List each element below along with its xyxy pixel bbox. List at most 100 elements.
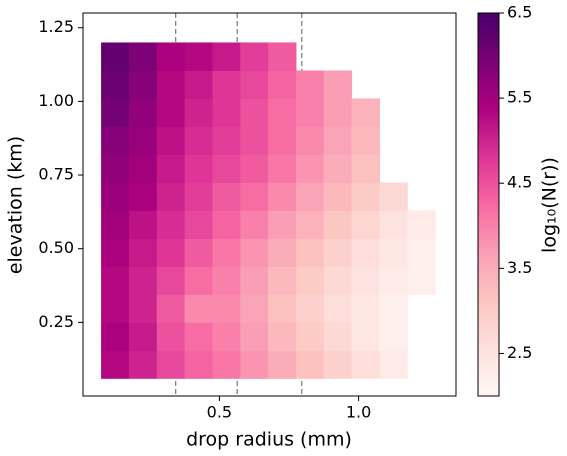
heatmap-cell <box>379 322 408 351</box>
heatmap-cell <box>128 238 158 267</box>
heatmap-cell <box>351 322 380 351</box>
heatmap-cell <box>295 154 325 183</box>
heatmap-cell <box>128 98 158 127</box>
heatmap-cell <box>268 126 297 155</box>
heatmap-cell <box>379 182 408 211</box>
heatmap-cell <box>295 294 325 323</box>
colorbar-tick-label: 6.5 <box>507 3 532 22</box>
colorbar-tick-label: 2.5 <box>507 343 532 362</box>
heatmap-cell <box>156 98 186 127</box>
heatmap-cell <box>407 238 436 267</box>
heatmap-cell <box>268 266 297 295</box>
heatmap-cell <box>101 294 130 323</box>
heatmap-cell <box>101 70 130 99</box>
heatmap-cell <box>184 154 213 183</box>
heatmap-cell <box>351 126 380 155</box>
heatmap-cell <box>156 126 186 155</box>
heatmap-cell <box>351 294 380 323</box>
colorbar-tick-label: 3.5 <box>507 258 532 277</box>
heatmap-cell <box>295 238 325 267</box>
y-tick-label: 0.50 <box>38 238 74 257</box>
heatmap-cell <box>268 42 297 71</box>
heatmap-cell <box>295 266 325 295</box>
y-axis-label: elevation (km) <box>5 136 27 274</box>
heatmap-cell <box>323 266 353 295</box>
heatmap-cell <box>268 238 297 267</box>
heatmap-cell <box>128 182 158 211</box>
heatmap-cell <box>351 182 380 211</box>
heatmap-cell <box>184 210 213 239</box>
heatmap-cell <box>379 238 408 267</box>
heatmap-cell <box>351 210 380 239</box>
heatmap-cell <box>156 238 186 267</box>
heatmap-cell <box>184 238 213 267</box>
heatmap-cell <box>156 266 186 295</box>
heatmap-cell <box>128 350 158 379</box>
heatmap-cell <box>323 294 353 323</box>
heatmap-cell <box>295 210 325 239</box>
heatmap-cell <box>323 126 353 155</box>
heatmap-cell <box>295 70 325 99</box>
heatmap-cell <box>240 350 269 379</box>
heatmap-cell <box>101 154 130 183</box>
heatmap-cell <box>101 98 130 127</box>
heatmap-cell <box>156 154 186 183</box>
heatmap-cell <box>268 322 297 351</box>
heatmap-cell <box>184 266 213 295</box>
heatmap-cell <box>240 182 269 211</box>
heatmap-cell <box>295 350 325 379</box>
heatmap-cell <box>184 70 213 99</box>
heatmap-cell <box>128 126 158 155</box>
heatmap-cell <box>323 322 353 351</box>
y-tick-label: 0.25 <box>38 312 74 331</box>
heatmap-cell <box>379 294 408 323</box>
heatmap-cell <box>295 322 325 351</box>
heatmap-cell <box>351 238 380 267</box>
heatmap-cell <box>184 98 213 127</box>
heatmap-cell <box>101 182 130 211</box>
colorbar-tick-label: 5.5 <box>507 88 532 107</box>
heatmap-cell <box>101 210 130 239</box>
heatmap-cell <box>268 154 297 183</box>
heatmap-cell <box>240 210 269 239</box>
heatmap-cell <box>101 42 130 71</box>
heatmap-cell <box>128 42 158 71</box>
heatmap-cell <box>240 42 269 71</box>
heatmap-cell <box>407 210 436 239</box>
heatmap-cell <box>240 266 269 295</box>
heatmap-cell <box>323 154 353 183</box>
heatmap-cell <box>212 294 241 323</box>
heatmap-cell <box>156 42 186 71</box>
heatmap-cell <box>156 182 186 211</box>
x-tick-label: 0.5 <box>207 403 232 422</box>
heatmap-cell <box>184 294 213 323</box>
heatmap-cell <box>407 266 436 295</box>
heatmap-cell <box>156 322 186 351</box>
colorbar-tick-label: 4.5 <box>507 173 532 192</box>
heatmap-cell <box>295 182 325 211</box>
colorbar-label: log₁₀(N(r)) <box>539 157 561 253</box>
heatmap-cell <box>379 266 408 295</box>
heatmap-cell <box>184 126 213 155</box>
heatmap-cell <box>212 322 241 351</box>
heatmap-cell <box>156 350 186 379</box>
heatmap-cell <box>323 182 353 211</box>
heatmap-cell <box>212 182 241 211</box>
heatmap-cell <box>128 210 158 239</box>
heatmap-cell <box>212 98 241 127</box>
heatmap-cell <box>184 350 213 379</box>
x-tick-label: 1.0 <box>346 403 371 422</box>
heatmap-cell <box>240 322 269 351</box>
heatmap-cell <box>268 294 297 323</box>
heatmap-cell <box>212 266 241 295</box>
heatmap-cell <box>240 238 269 267</box>
heatmap-cell <box>323 238 353 267</box>
heatmap-cell <box>268 98 297 127</box>
heatmap-cell <box>101 322 130 351</box>
heatmap-cell <box>212 210 241 239</box>
heatmap-cell <box>240 154 269 183</box>
heatmap-cell <box>156 210 186 239</box>
heatmap-cell <box>101 350 130 379</box>
heatmap-cell <box>128 294 158 323</box>
heatmap-cell <box>156 70 186 99</box>
